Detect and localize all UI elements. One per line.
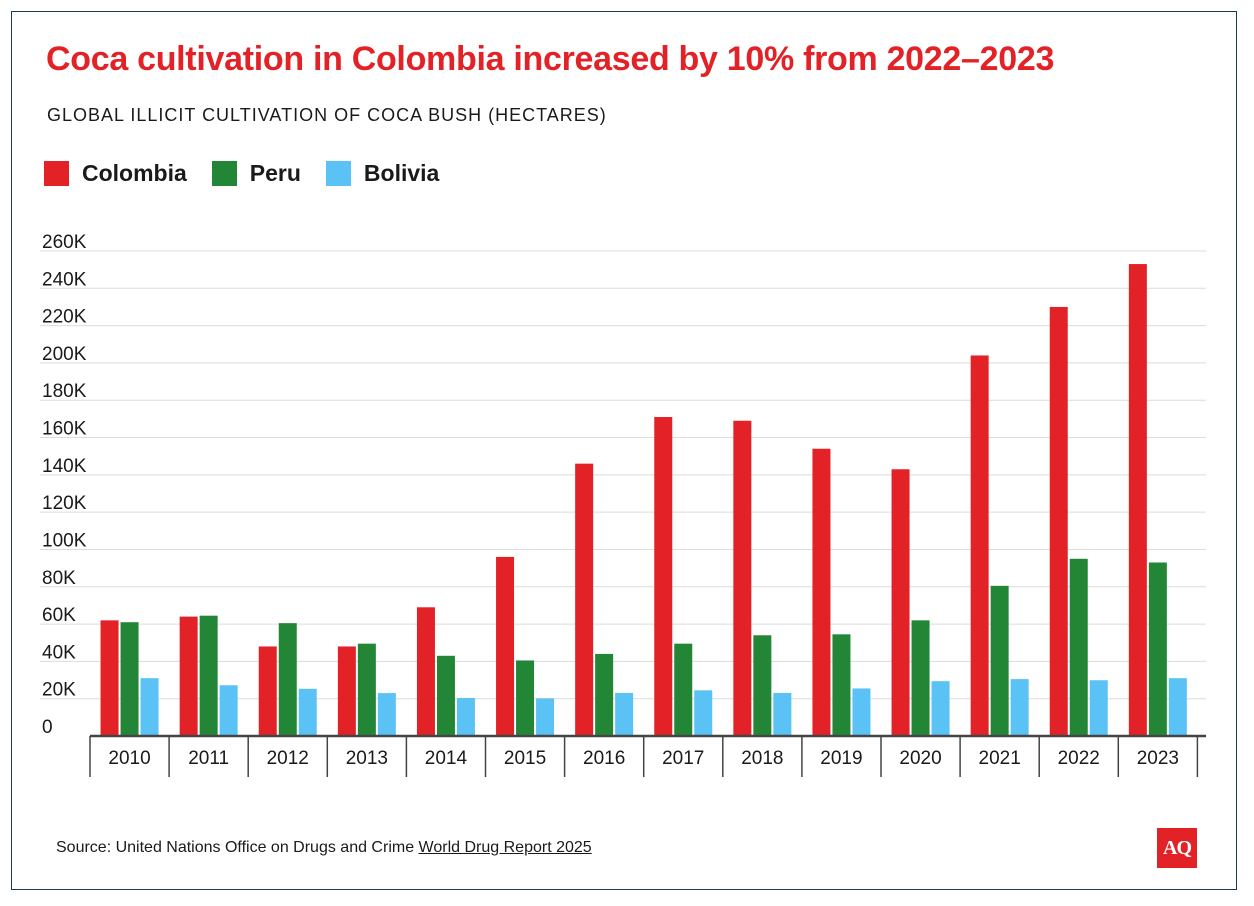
y-tick-label: 100K [42,530,87,551]
legend-label-peru: Peru [249,160,301,186]
bar-colombia-2018 [733,420,752,736]
bar-peru-2010 [120,622,139,736]
source-link[interactable]: World Drug Report 2025 [418,839,592,856]
bar-bolivia-2012 [298,688,317,736]
x-tick-label: 2015 [504,748,546,769]
legend-item-peru: Peru [211,160,301,187]
bar-colombia-2021 [970,355,989,736]
x-tick-label: 2018 [741,748,783,769]
bar-bolivia-2015 [536,698,555,736]
bar-bolivia-2016 [615,692,634,736]
y-tick-label: 120K [42,493,87,514]
legend-item-colombia: Colombia [44,160,187,187]
legend-swatch-colombia [44,161,69,186]
x-tick-label: 2014 [425,748,468,769]
bar-bolivia-2018 [773,692,792,736]
legend-swatch-peru [211,161,237,186]
x-tick-label: 2010 [108,748,150,769]
legend-label-bolivia: Bolivia [363,160,440,186]
x-tick-label: 2011 [188,748,229,769]
bar-peru-2012 [278,623,297,736]
y-tick-label: 0 [42,717,53,738]
y-tick-label: 160K [42,419,87,440]
bar-colombia-2022 [1049,306,1068,736]
bar-colombia-2010 [100,620,119,736]
bar-bolivia-2010 [140,678,159,736]
x-tick-label: 2016 [583,748,625,769]
chart-subtitle: GLOBAL ILLICIT CULTIVATION OF COCA BUSH … [47,105,607,125]
legend-item-bolivia: Bolivia [325,160,440,187]
bar-bolivia-2013 [377,693,396,736]
y-tick-label: 240K [42,269,87,290]
bar-bolivia-2019 [852,688,871,736]
bar-colombia-2013 [337,646,356,736]
bar-peru-2016 [595,653,614,736]
bar-colombia-2016 [575,463,594,736]
bar-bolivia-2021 [1010,679,1029,736]
legend-label-colombia: Colombia [82,160,187,186]
bar-bolivia-2014 [456,697,475,736]
x-tick-label: 2019 [820,748,862,769]
source-note: Source: United Nations Office on Drugs a… [56,839,592,857]
y-tick-label: 220K [42,307,87,328]
y-tick-label: 40K [42,642,76,663]
bar-colombia-2019 [812,448,831,736]
bar-peru-2011 [199,615,218,736]
y-tick-label: 80K [42,568,76,589]
x-tick-label: 2013 [346,748,388,769]
x-tick-label: 2020 [899,748,941,769]
legend: Colombia Peru Bolivia [44,160,464,187]
bar-peru-2023 [1148,562,1167,736]
bar-colombia-2014 [416,607,435,736]
bar-peru-2013 [357,643,376,736]
bar-peru-2014 [436,655,455,736]
x-tick-label: 2021 [979,748,1021,769]
y-tick-label: 180K [42,381,87,402]
chart-title: Coca cultivation in Colombia increased b… [46,40,1055,78]
bar-colombia-2015 [496,556,515,736]
y-tick-label: 60K [42,605,76,626]
bar-peru-2018 [753,635,772,736]
bar-bolivia-2022 [1089,680,1108,736]
chart-frame [11,11,1237,890]
y-tick-label: 20K [42,680,76,701]
y-tick-label: 260K [42,232,87,253]
bar-colombia-2020 [891,469,910,736]
bar-bolivia-2017 [694,690,713,736]
bar-bolivia-2023 [1168,678,1187,736]
source-prefix: Source: United Nations Office on Drugs a… [56,839,419,856]
x-tick-label: 2023 [1137,748,1179,769]
y-tick-label: 140K [42,456,87,477]
bar-colombia-2017 [654,417,673,736]
bar-bolivia-2011 [219,685,238,736]
x-tick-label: 2022 [1058,748,1100,769]
bar-colombia-2012 [258,646,277,736]
legend-swatch-bolivia [325,161,351,186]
y-tick-label: 200K [42,344,87,365]
x-tick-label: 2017 [662,748,704,769]
bar-peru-2020 [911,620,930,736]
bar-peru-2022 [1069,558,1088,736]
bar-colombia-2011 [179,616,198,736]
bar-peru-2017 [674,643,693,736]
bar-bolivia-2020 [931,681,950,736]
bar-peru-2021 [990,585,1009,736]
bar-colombia-2023 [1128,264,1147,736]
bar-peru-2019 [832,634,851,736]
x-tick-label: 2012 [267,748,309,769]
aq-logo: AQ [1157,828,1197,868]
bar-peru-2015 [516,660,535,736]
